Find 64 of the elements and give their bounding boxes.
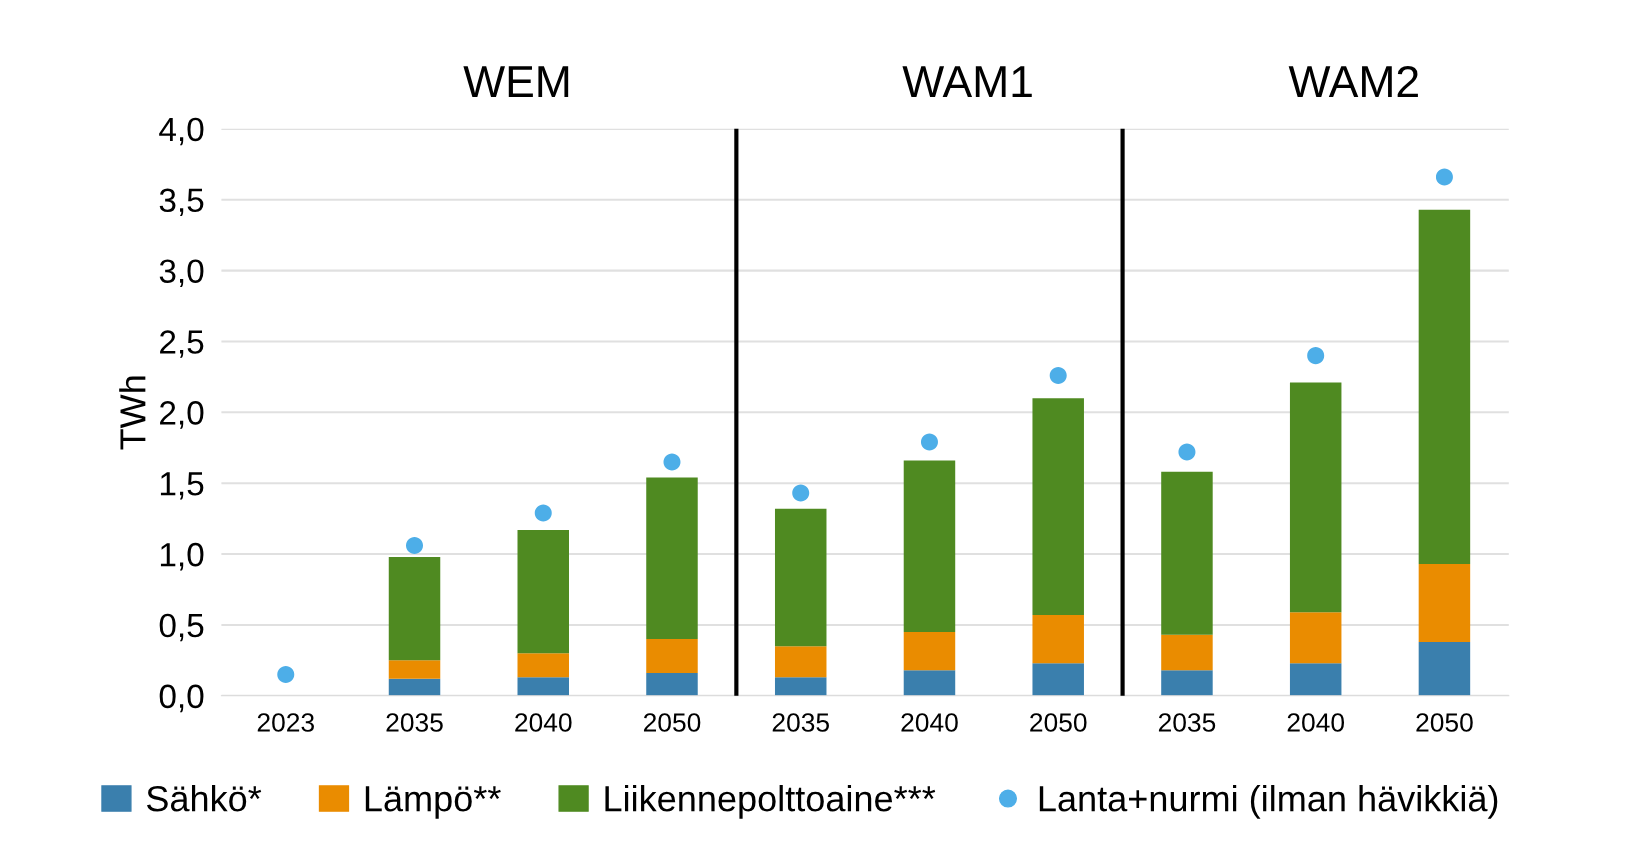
x-tick-label: 2040 bbox=[901, 713, 958, 732]
bar bbox=[774, 677, 827, 696]
y-tick-label: 4,0 bbox=[159, 117, 204, 146]
bar bbox=[388, 678, 441, 696]
point bbox=[1178, 443, 1196, 461]
bar bbox=[1418, 209, 1471, 564]
bar bbox=[1161, 471, 1213, 635]
y-tick-label: 1,5 bbox=[160, 472, 204, 500]
bar bbox=[774, 646, 827, 678]
point bbox=[663, 453, 681, 471]
y-tick-label: 0,0 bbox=[159, 684, 204, 713]
y-tick-label: 3,0 bbox=[159, 259, 204, 287]
x-tick-label: 2035 bbox=[772, 713, 829, 732]
bar bbox=[646, 639, 698, 674]
point bbox=[920, 433, 938, 451]
legend-label: Lanta+nurmi (ilman hävikkiä) bbox=[1039, 784, 1498, 819]
bar bbox=[1161, 634, 1213, 671]
bar bbox=[1032, 398, 1084, 615]
x-tick-label: 2050 bbox=[1416, 713, 1473, 732]
y-tick-label: 2,0 bbox=[160, 401, 204, 429]
bar bbox=[1032, 615, 1084, 664]
y-tick-label: 2,5 bbox=[160, 330, 204, 358]
bar bbox=[517, 677, 569, 696]
text: WAM1 bbox=[902, 66, 1032, 97]
bar bbox=[646, 477, 698, 640]
bar bbox=[1289, 612, 1342, 664]
bar bbox=[646, 673, 698, 696]
x-tick-label: 2050 bbox=[1030, 713, 1087, 732]
bar bbox=[1289, 663, 1342, 696]
bar bbox=[1289, 382, 1342, 613]
bar bbox=[903, 460, 956, 633]
text: WAM2 bbox=[1288, 65, 1418, 97]
x-tick-label: 2023 bbox=[257, 713, 314, 732]
x-tick-label: 2035 bbox=[386, 713, 443, 732]
bar bbox=[774, 508, 827, 647]
x-tick-label: 2040 bbox=[515, 713, 572, 732]
bar bbox=[1418, 641, 1471, 696]
point bbox=[1307, 347, 1325, 365]
point bbox=[277, 666, 295, 684]
bar bbox=[388, 660, 441, 679]
bar bbox=[517, 529, 569, 654]
bar bbox=[517, 653, 569, 678]
point bbox=[406, 537, 424, 555]
point bbox=[792, 484, 810, 502]
bar bbox=[1418, 563, 1471, 642]
point bbox=[1435, 168, 1453, 186]
y-tick-label: 0,5 bbox=[159, 613, 204, 642]
bar bbox=[903, 632, 956, 671]
y-tick-label: 3,5 bbox=[159, 188, 204, 217]
legend-label: Lämpö** bbox=[365, 786, 501, 819]
x-tick-label: 2035 bbox=[1158, 713, 1216, 732]
legend-label: Sähkö* bbox=[146, 784, 262, 812]
point bbox=[534, 504, 552, 522]
y-axis-title: TWh bbox=[119, 376, 146, 450]
bar bbox=[903, 670, 956, 696]
x-tick-label: 2040 bbox=[1287, 713, 1345, 732]
x-tick-label: 2050 bbox=[643, 713, 701, 732]
text: WEM bbox=[463, 66, 569, 97]
bar bbox=[1032, 663, 1084, 696]
y-tick-label: 1,0 bbox=[160, 542, 204, 571]
bar bbox=[1161, 670, 1213, 696]
bar bbox=[388, 556, 441, 661]
legend-label: Liikennepolttoaine*** bbox=[605, 784, 936, 819]
point bbox=[1049, 366, 1067, 384]
